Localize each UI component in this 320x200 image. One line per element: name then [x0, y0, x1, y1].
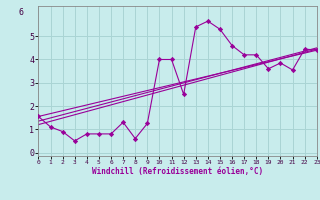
X-axis label: Windchill (Refroidissement éolien,°C): Windchill (Refroidissement éolien,°C): [92, 167, 263, 176]
Text: 6: 6: [19, 8, 24, 17]
